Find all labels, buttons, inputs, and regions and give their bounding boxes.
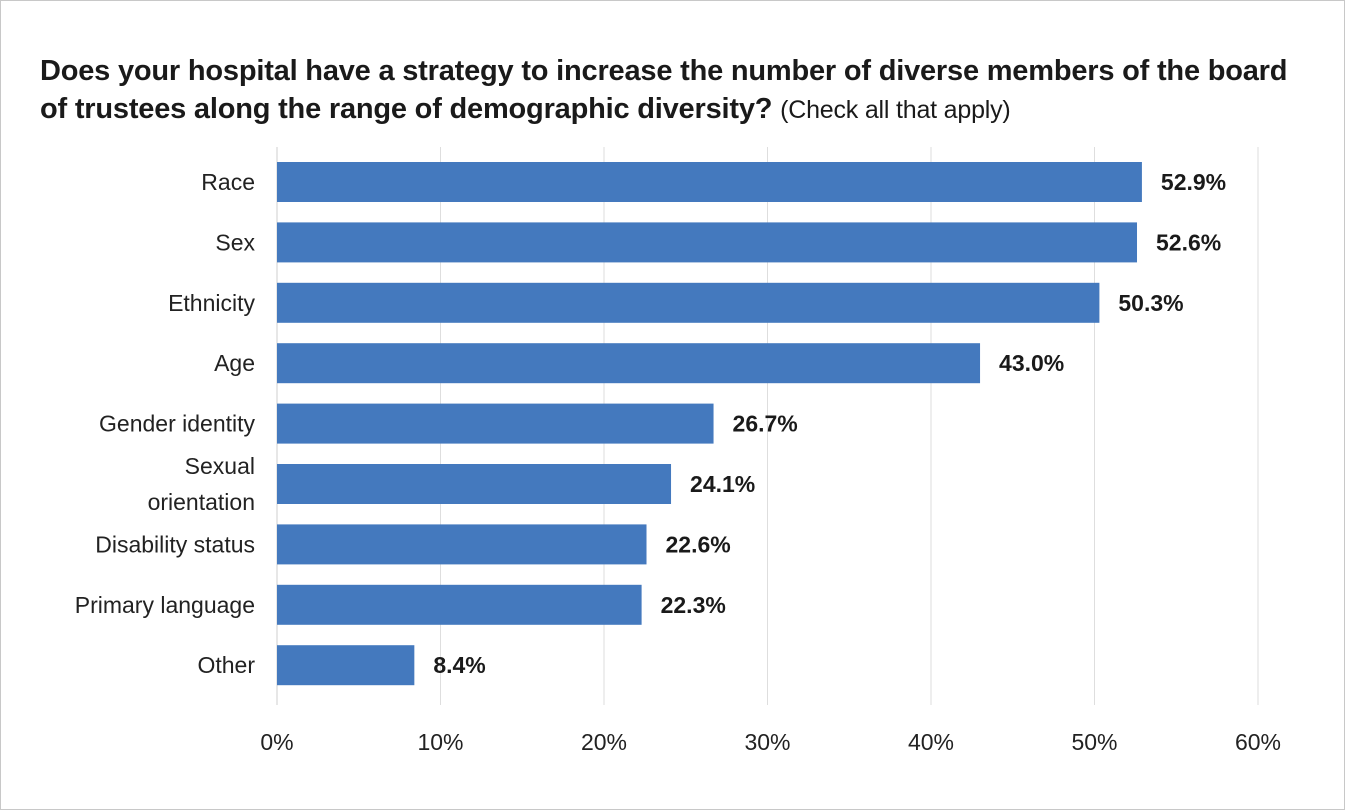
data-label: 43.0% <box>999 350 1064 376</box>
category-label: Ethnicity <box>168 290 255 316</box>
chart-title: Does your hospital have a strategy to in… <box>40 55 1288 125</box>
category-label: Gender identity <box>99 411 255 437</box>
x-tick-label: 0% <box>260 729 293 755</box>
bar <box>277 403 714 444</box>
bar <box>277 524 647 565</box>
bar <box>277 162 1142 202</box>
category-label: Other <box>197 652 255 678</box>
x-tick-label: 50% <box>1071 729 1117 755</box>
chart-subtitle: (Check all that apply) <box>780 96 1011 124</box>
x-tick-label: 30% <box>744 729 790 755</box>
data-label: 52.9% <box>1161 169 1226 195</box>
bar <box>277 343 981 384</box>
category-label: Sex <box>215 229 255 255</box>
category-label: Age <box>214 350 255 376</box>
category-label: Sexual orientation <box>148 453 255 515</box>
data-label: 24.1% <box>690 471 755 497</box>
chart-title-block: Does your hospital have a strategy to in… <box>40 52 1320 129</box>
bar <box>277 222 1138 263</box>
x-tick-label: 10% <box>417 729 463 755</box>
data-label: 26.7% <box>733 411 798 437</box>
data-label: 22.3% <box>661 592 726 618</box>
data-label: 50.3% <box>1118 290 1183 316</box>
data-label: 8.4% <box>433 652 485 678</box>
data-label: 52.6% <box>1156 229 1221 255</box>
bar <box>277 584 642 625</box>
category-label: Disability status <box>95 531 255 557</box>
data-label: 22.6% <box>666 531 731 557</box>
x-tick-label: 20% <box>581 729 627 755</box>
bar <box>277 464 672 504</box>
x-tick-label: 40% <box>908 729 954 755</box>
category-label: Race <box>201 169 255 195</box>
x-tick-label: 60% <box>1235 729 1281 755</box>
category-label: Primary language <box>75 592 255 618</box>
bar <box>277 282 1100 323</box>
bar <box>277 645 415 686</box>
